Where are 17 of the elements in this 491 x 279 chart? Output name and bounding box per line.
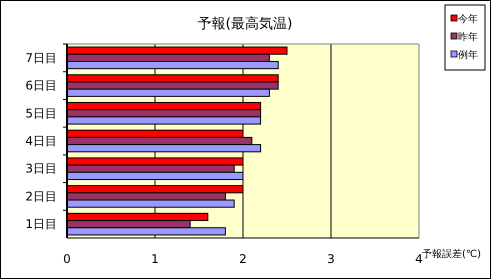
legend-label: 例年 [458, 49, 478, 61]
y-tick-label: 1日目 [25, 217, 57, 232]
legend-label: 今年 [458, 13, 478, 25]
y-tick-label: 4日目 [25, 134, 57, 148]
y-tick-label: 5日目 [25, 106, 57, 120]
y-tick-label: 3日目 [25, 162, 57, 176]
x-axis-title: 予報誤差(℃) [422, 248, 482, 260]
x-tick-label: 2 [239, 252, 247, 266]
chart-title: 予報(最高気温) [198, 16, 292, 32]
x-tick-label: 1 [151, 252, 159, 266]
legend-label: 昨年 [458, 31, 478, 43]
y-tick-label: 7日目 [25, 50, 57, 65]
y-tick-label: 6日目 [25, 78, 57, 93]
x-tick-label: 3 [327, 252, 335, 266]
x-tick-label: 4 [415, 252, 423, 266]
y-tick-label: 2日目 [25, 189, 57, 204]
x-tick-label: 0 [63, 252, 71, 266]
